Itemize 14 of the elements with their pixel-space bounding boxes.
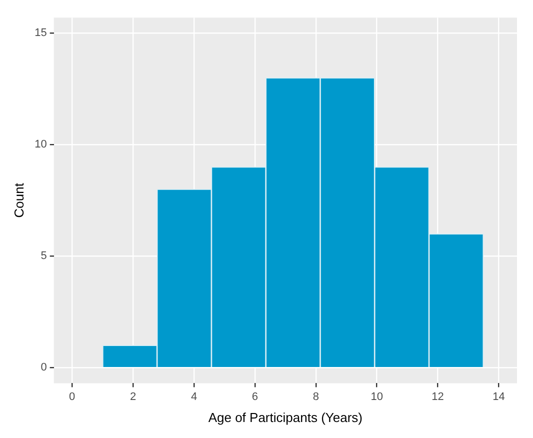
x-tick-label: 0 [69,390,76,403]
x-tick-label: 2 [130,390,136,403]
x-tick-label: 14 [492,390,505,403]
x-tick-label: 10 [370,390,383,403]
y-tick-label: 5 [40,250,47,262]
y-tick-label: 10 [34,138,47,151]
y-tick-label: 15 [34,27,47,40]
y-tick-label: 0 [40,362,47,374]
x-tick-label: 6 [252,390,258,403]
x-axis-title: Age of Participants (Years) [208,410,362,425]
y-axis-title: Count [11,182,26,218]
x-tick-label: 4 [190,390,198,403]
x-tick-label: 12 [432,390,444,403]
x-tick-label: 8 [312,390,319,403]
